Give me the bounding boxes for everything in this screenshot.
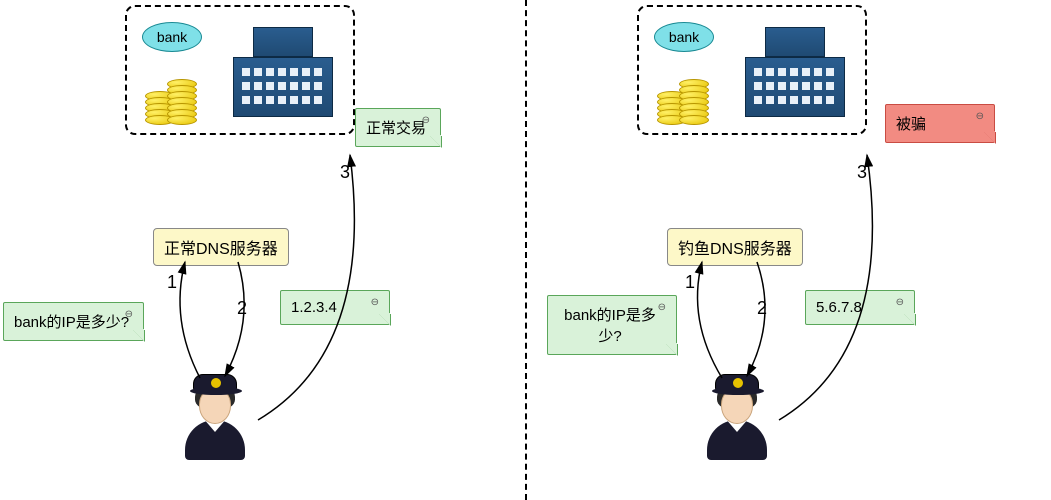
bank-building-icon: [745, 27, 845, 117]
arrow-1-label: 1: [167, 272, 177, 293]
note-response-left: 1.2.3.4 ⊖: [280, 290, 390, 325]
note-question-right: bank的IP是多少? ⊖: [547, 295, 677, 355]
note-result-left: 正常交易 ⊖: [355, 108, 441, 147]
user-icon-right: [697, 370, 777, 460]
panel-phishing-dns: bank 被骗 ⊖ .panel-right .note[data-name="…: [527, 0, 1051, 500]
arrow-3-label: 3: [857, 162, 867, 183]
bank-label-right: bank: [654, 22, 714, 52]
bank-box-left: bank: [125, 5, 355, 135]
pin-icon: ⊖: [125, 309, 133, 320]
bank-building-icon: [233, 27, 333, 117]
panel-normal-dns: bank 正常交易 ⊖ .panel-left .note[data-name=…: [0, 0, 525, 500]
note-result-text: 被骗: [896, 113, 926, 134]
coins-icon: [145, 55, 215, 125]
arrow-2-label: 2: [237, 298, 247, 319]
pin-icon: ⊖: [371, 297, 379, 308]
bank-label-left: bank: [142, 22, 202, 52]
coins-icon: [657, 55, 727, 125]
arrow-3-label: 3: [340, 162, 350, 183]
dns-label-text: 正常DNS服务器: [164, 241, 278, 258]
pin-icon: ⊖: [422, 115, 430, 126]
pin-icon: ⊖: [976, 111, 984, 122]
note-response-text: 1.2.3.4: [291, 299, 337, 316]
note-question-text: bank的IP是多少?: [14, 311, 129, 332]
dns-server-left: 正常DNS服务器: [153, 228, 289, 266]
note-result-right: 被骗 ⊖: [885, 104, 995, 143]
note-question-text: bank的IP是多少?: [558, 304, 662, 346]
arrow-1-label: 1: [685, 272, 695, 293]
pin-icon: ⊖: [658, 302, 666, 313]
note-result-text: 正常交易: [366, 117, 426, 138]
dns-label-text: 钓鱼DNS服务器: [678, 241, 792, 258]
dns-server-right: 钓鱼DNS服务器: [667, 228, 803, 266]
user-icon-left: [175, 370, 255, 460]
note-response-text: 5.6.7.8: [816, 299, 862, 316]
bank-box-right: bank: [637, 5, 867, 135]
pin-icon: ⊖: [896, 297, 904, 308]
bank-label-text: bank: [669, 29, 699, 45]
bank-label-text: bank: [157, 29, 187, 45]
arrow-2-label: 2: [757, 298, 767, 319]
note-response-right: 5.6.7.8 ⊖: [805, 290, 915, 325]
note-question-left: bank的IP是多少? ⊖: [3, 302, 144, 341]
